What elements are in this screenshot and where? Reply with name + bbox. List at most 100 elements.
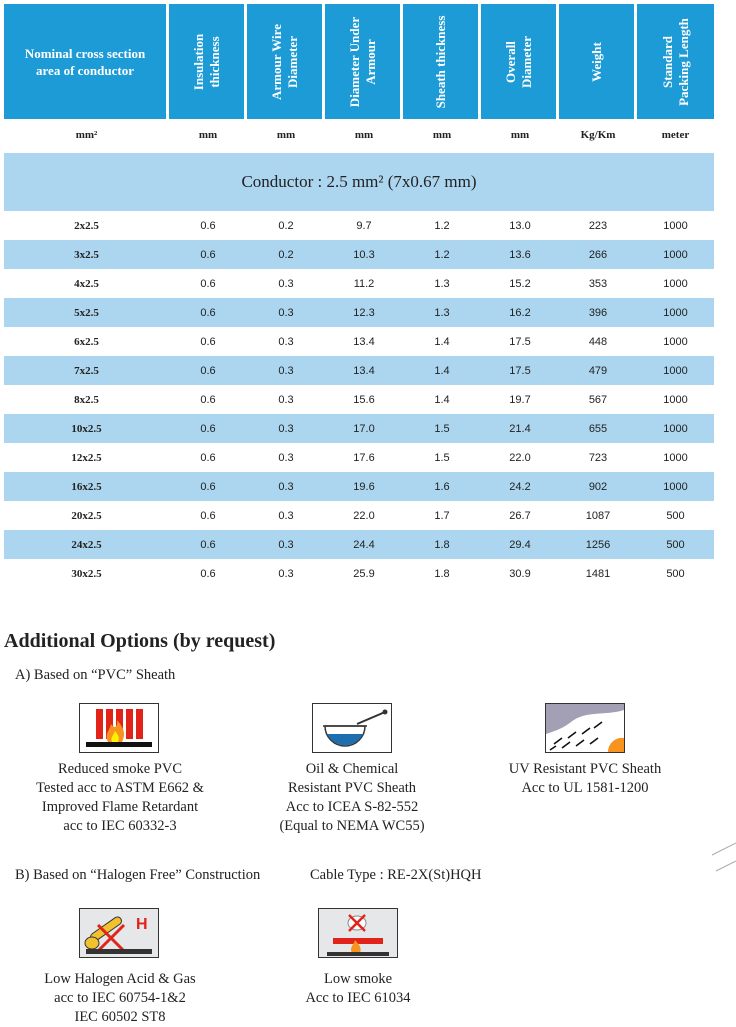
unit-cell: meter — [661, 129, 690, 141]
table-row: 4x2.5 0.6 0.3 11.2 1.3 15.2 353 1000 — [4, 269, 714, 298]
table-cell: 1000 — [663, 248, 688, 261]
table-row: 7x2.5 0.6 0.3 13.4 1.4 17.5 479 1000 — [4, 356, 714, 385]
row-label: 20x2.5 — [71, 509, 102, 522]
table-cell: 1.8 — [434, 567, 450, 580]
option-line: Reduced smoke PVC — [57, 761, 183, 777]
units-row: mm² mm mm mm mm mm Kg/Km meter — [4, 119, 714, 151]
option-line: IEC 60502 ST8 — [74, 1009, 166, 1025]
row-label: 12x2.5 — [71, 451, 102, 464]
table-cell: 0.6 — [200, 538, 216, 551]
row-label: 5x2.5 — [74, 306, 99, 319]
header-standard-packing-length: Standard Packing Length — [637, 4, 714, 119]
table-cell: 1256 — [585, 538, 611, 551]
table-cell: 396 — [588, 306, 608, 319]
table-row: 20x2.5 0.6 0.3 22.0 1.7 26.7 1087 500 — [4, 501, 714, 530]
option-oil-chemical: Oil & Chemical Resistant PVC Sheath Acc … — [252, 760, 452, 836]
row-label: 16x2.5 — [71, 480, 102, 493]
table-cell: 1000 — [663, 306, 688, 319]
header-line: Diameter — [284, 35, 300, 88]
table-cell: 500 — [666, 509, 685, 522]
table-cell: 1.8 — [434, 538, 450, 551]
table-cell: 1.4 — [434, 364, 450, 377]
table-cell: 24.2 — [509, 480, 531, 493]
table-cell: 0.3 — [278, 509, 294, 522]
option-line: Acc to ICEA S-82-552 — [285, 799, 419, 815]
table-cell: 24.4 — [353, 538, 375, 551]
unit-cell: mm — [510, 129, 530, 141]
option-line: acc to IEC 60332-3 — [63, 818, 177, 834]
table-row: 10x2.5 0.6 0.3 17.0 1.5 21.4 655 1000 — [4, 414, 714, 443]
table-cell: 16.2 — [509, 306, 531, 319]
table-cell: 19.6 — [353, 480, 375, 493]
unit-cell: mm² — [75, 129, 98, 141]
header-line: Armour — [362, 38, 378, 85]
row-label: 2x2.5 — [74, 219, 99, 232]
table-cell: 26.7 — [509, 509, 531, 522]
table-cell: 13.0 — [509, 219, 531, 232]
table-cell: 10.3 — [353, 248, 375, 261]
table-row: 2x2.5 0.6 0.2 9.7 1.2 13.0 223 1000 — [4, 211, 714, 240]
header-line: Armour Wire — [268, 23, 284, 100]
option-line: Acc to UL 1581-1200 — [521, 780, 649, 796]
option-line: Improved Flame Retardant — [41, 799, 199, 815]
table-cell: 17.5 — [509, 335, 531, 348]
option-reduced-smoke: Reduced smoke PVC Tested acc to ASTM E66… — [20, 760, 220, 836]
table-cell: 1481 — [585, 567, 611, 580]
table-cell: 1.5 — [434, 422, 450, 435]
table-cell: 0.6 — [200, 509, 216, 522]
table-cell: 1000 — [663, 335, 688, 348]
row-label: 4x2.5 — [74, 277, 99, 290]
option-line: UV Resistant PVC Sheath — [508, 761, 662, 777]
table-cell: 25.9 — [353, 567, 375, 580]
option-uv-resistant: UV Resistant PVC Sheath Acc to UL 1581-1… — [485, 760, 685, 798]
row-label: 6x2.5 — [74, 335, 99, 348]
header-line: Packing Length — [675, 17, 691, 106]
option-line: Resistant PVC Sheath — [287, 780, 417, 796]
table-cell: 1.4 — [434, 335, 450, 348]
table-cell: 0.3 — [278, 364, 294, 377]
header-line: Diameter Under — [346, 16, 362, 107]
table-cell: 1087 — [585, 509, 611, 522]
option-low-smoke: Low smoke Acc to IEC 61034 — [258, 970, 458, 1008]
table-cell: 1.3 — [434, 277, 450, 290]
table-cell: 19.7 — [509, 393, 531, 406]
section-a-heading: A) Based on “PVC” Sheath — [15, 667, 176, 683]
table-cell: 0.6 — [200, 364, 216, 377]
table-cell: 0.3 — [278, 306, 294, 319]
table-cell: 22.0 — [509, 451, 531, 464]
header-overall-diameter: Overall Diameter — [481, 4, 559, 119]
option-line: (Equal to NEMA WC55) — [279, 818, 425, 834]
table-cell: 12.3 — [353, 306, 375, 319]
table-cell: 17.5 — [509, 364, 531, 377]
conductor-band: Conductor : 2.5 mm² (7x0.67 mm) — [4, 153, 714, 211]
table-cell: 17.6 — [353, 451, 375, 464]
low-smoke-icon — [318, 908, 398, 958]
unit-cell: Kg/Km — [580, 129, 616, 141]
header-line: Insulation — [190, 33, 206, 90]
table-cell: 9.7 — [356, 219, 372, 232]
table-cell: 0.3 — [278, 335, 294, 348]
table-cell: 0.6 — [200, 422, 216, 435]
table-body: 2x2.5 0.6 0.2 9.7 1.2 13.0 223 1000 3x2.5 0.6 0.2 1… — [4, 211, 714, 588]
table-row: 3x2.5 0.6 0.2 10.3 1.2 13.6 266 1000 — [4, 240, 714, 269]
table-cell: 0.6 — [200, 480, 216, 493]
header-line: Weight — [588, 41, 604, 82]
header-weight: Weight — [559, 4, 637, 119]
table-row: 16x2.5 0.6 0.3 19.6 1.6 24.2 902 1000 — [4, 472, 714, 501]
header-insulation-thickness: Insulation thickness — [169, 4, 247, 119]
header-line: area of conductor — [36, 62, 134, 78]
table-cell: 13.4 — [353, 364, 375, 377]
table-cell: 0.3 — [278, 422, 294, 435]
table-row: 5x2.5 0.6 0.3 12.3 1.3 16.2 396 1000 — [4, 298, 714, 327]
table-cell: 902 — [588, 480, 608, 493]
table-cell: 1.2 — [434, 248, 450, 261]
option-line: Oil & Chemical — [305, 761, 399, 777]
table-cell: 15.6 — [353, 393, 375, 406]
table-cell: 1.7 — [434, 509, 450, 522]
table-cell: 0.6 — [200, 567, 216, 580]
header-line: Diameter — [518, 35, 534, 88]
table-cell: 30.9 — [509, 567, 531, 580]
table-cell: 448 — [588, 335, 608, 348]
option-line: acc to IEC 60754-1&2 — [54, 990, 186, 1006]
table-cell: 479 — [588, 364, 608, 377]
